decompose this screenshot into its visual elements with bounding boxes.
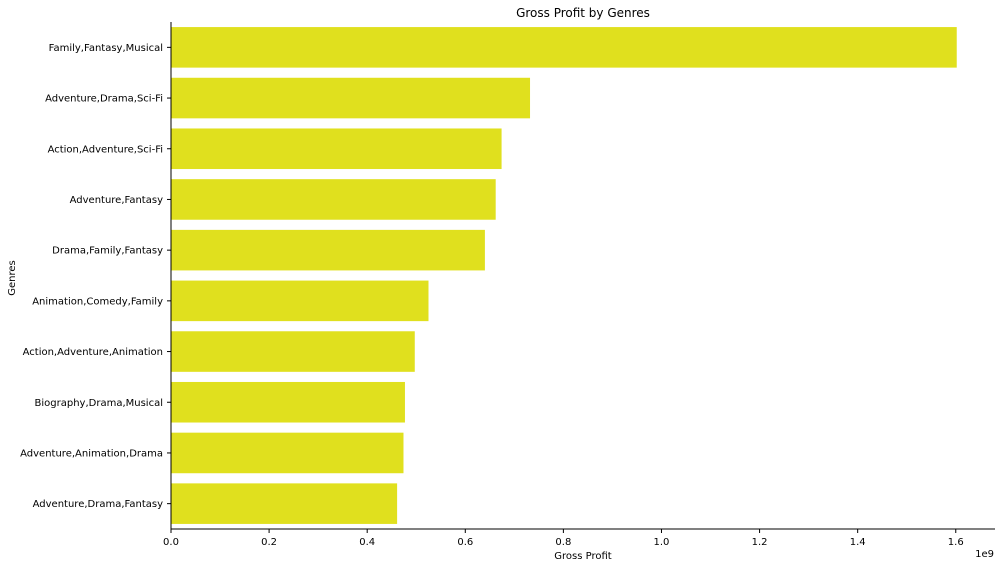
x-tick-label: 0.8: [555, 537, 571, 548]
x-tick-label: 1.0: [654, 537, 670, 548]
bar: [171, 432, 404, 474]
y-tick-label: Family,Fantasy,Musical: [49, 43, 163, 54]
bar: [171, 229, 485, 271]
chart-title: Gross Profit by Genres: [516, 6, 650, 20]
y-axis-label: Genres: [7, 260, 18, 296]
y-tick-label: Adventure,Drama,Sci-Fi: [45, 94, 163, 105]
bar: [171, 331, 415, 372]
x-tick-label: 0.6: [457, 537, 473, 548]
y-tick-label: Adventure,Fantasy: [70, 195, 163, 206]
x-tick-label: 1.6: [948, 537, 964, 548]
bars-group: [171, 27, 957, 524]
x-tick-label: 0.0: [163, 537, 179, 548]
y-tick-label: Action,Adventure,Sci-Fi: [48, 144, 163, 155]
bar: [171, 280, 429, 322]
bar: [171, 381, 405, 423]
y-tick-label: Adventure,Animation,Drama: [20, 448, 163, 459]
x-axis-offset-label: 1e9: [975, 549, 994, 560]
x-tick-label: 0.2: [261, 537, 277, 548]
y-tick-labels: Family,Fantasy,Musical Adventure,Drama,Sc…: [20, 43, 171, 510]
bar: [171, 77, 531, 119]
x-tick-label: 0.4: [359, 537, 375, 548]
y-tick-label: Drama,Family,Fantasy: [52, 246, 163, 257]
y-tick-label: Adventure,Drama,Fantasy: [33, 499, 163, 510]
y-tick-label: Action,Adventure,Animation: [23, 347, 163, 358]
y-tick-label: Biography,Drama,Musical: [35, 398, 163, 409]
x-tick-label: 1.2: [752, 537, 768, 548]
x-ticks: 0.0 0.2 0.4 0.6 0.8 1.0 1.2 1.4 1.6: [163, 529, 964, 548]
x-tick-label: 1.4: [850, 537, 866, 548]
bar: [171, 27, 957, 68]
bar: [171, 179, 496, 220]
bar: [171, 128, 502, 170]
y-tick-label: Animation,Comedy,Family: [32, 296, 163, 307]
x-axis-label: Gross Profit: [554, 551, 612, 562]
bar: [171, 483, 398, 524]
